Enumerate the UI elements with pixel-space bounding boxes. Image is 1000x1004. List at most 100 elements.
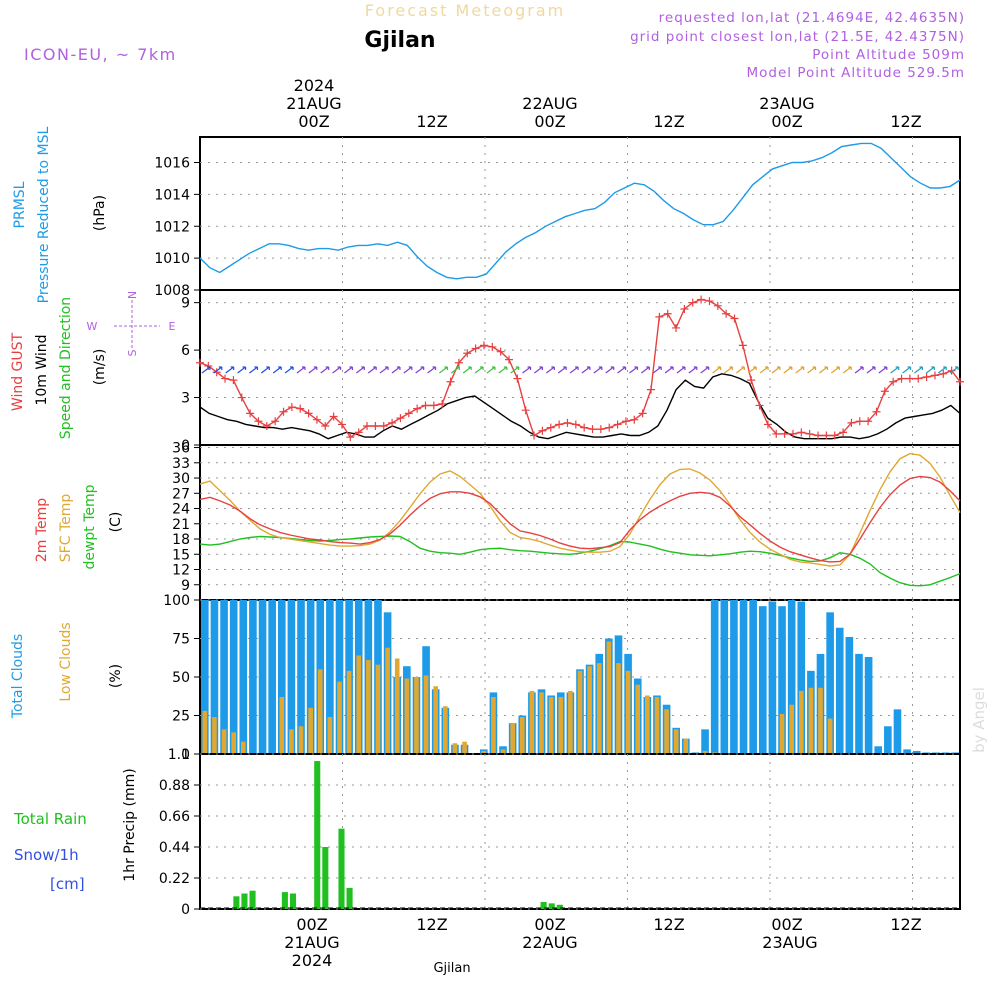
total-cloud-bar-70 [874,746,883,754]
tsfc-label: SFC Temp [58,494,74,563]
precip-tick-label-5: 1.1 [168,747,190,763]
total-cloud-bar-55 [730,600,738,754]
wind-arrow-30 [557,366,567,374]
wind-gust-line-marker-14 [312,415,321,424]
low-cloud-bar-14 [337,681,342,754]
point-altitude: Point Altitude 509m [812,47,965,63]
wind-arrow-60 [914,366,924,374]
wind-gust-line-marker-77 [839,428,848,437]
model-altitude: Model Point Altitude 529.5m [747,65,965,81]
wind-arrow-46 [747,366,757,374]
low-cloud-bar-50 [683,738,689,754]
wind-gust-line-marker-16 [329,412,338,421]
clouds-tick-label-1: 25 [172,709,190,725]
low-cloud-bar-21 [404,678,410,754]
t2m-line [199,475,961,563]
low-cloud-bar-61 [789,704,794,754]
precip-frame [199,753,961,910]
wind-arrow-26 [510,366,520,374]
wind-gust-line-marker-71 [788,429,797,438]
clouds-tick-label-0: 0 [181,747,190,763]
low-cloud-bar-44 [625,670,631,754]
precip-bar-15 [322,847,329,909]
wind-arrow-57 [878,366,888,374]
wind-gust-line-marker-12 [296,404,305,413]
clouds-tick-label-4: 100 [163,593,190,609]
wind-gust-line-marker-76 [830,431,839,440]
precip-unit: 1hr Precip (mm) [122,768,138,881]
wind-gust-line-marker-64 [730,314,739,323]
wind-gust-line-marker-10 [279,407,288,416]
temp-tick-label-9: 36 [172,441,190,457]
total-cloud-bar-72 [893,709,902,754]
wind-gust-line-marker-39 [521,406,530,415]
wind-gust-line-marker-37 [505,355,514,364]
wind-gust-line-marker-87 [922,372,931,381]
wind-gust-line-marker-44 [563,418,572,427]
wind-arrow-19 [427,366,437,374]
wind-arrow-37 [640,366,650,374]
wind-gust-line-marker-4 [229,376,238,385]
low-cloud-bar-65 [827,718,833,754]
low-cloud-bar-22 [414,677,419,754]
wind-arrow-4 [249,366,259,374]
pressure-line [199,142,961,280]
wind-arrow-24 [486,366,496,374]
total-cloud-bar-65 [826,612,834,754]
wind-arrow-33 [593,366,603,374]
wind-arrow-54 [842,366,852,374]
wind-arrow-53 [830,366,840,374]
wind-gust-line [199,298,961,439]
wind-arrow-10 [320,366,330,374]
plot-area: 1008101010121014101603699121518212427303… [154,136,964,918]
bottom-time-3: 00Z [534,915,565,934]
low-cloud-bar-8 [279,697,285,754]
wind-gust-line-marker-67 [755,401,764,410]
wind-gust-line-marker-88 [930,371,939,380]
wind-gust-line-marker-23 [388,418,397,427]
wind-gust-line-marker-36 [496,347,505,356]
total-cloud-bar-66 [835,627,844,754]
wind-gust-line-marker-0 [196,358,204,367]
wind-tick-label-0: 0 [181,438,190,454]
wind-arrow-43 [712,366,722,374]
precip-bar-4 [233,896,240,909]
low-cloud-bar-4 [240,741,246,754]
low-cloud-bar-34 [529,690,535,754]
wind-gust-line-marker-43 [555,420,564,429]
wind-gust-line-marker-49 [605,423,614,432]
wind-arrow-0 [201,366,211,374]
low-cloud-bar-11 [308,707,313,754]
wind-gust-line-marker-78 [847,418,856,427]
low-cloud-bar-3 [231,732,236,754]
compass-e: E [169,320,176,333]
wind-gust-line-marker-30 [446,377,455,386]
wind-gust-line-marker-58 [680,304,689,313]
low-clouds-label: Low Clouds [58,622,74,701]
precip-bar-14 [314,761,321,909]
wind-arrow-3 [237,366,247,374]
low-cloud-bar-46 [645,695,650,754]
pressure-frame [199,136,961,291]
low-cloud-bar-48 [664,709,669,754]
total-cloud-bar-5 [249,600,257,754]
top-day-3: 23AUG [759,94,814,113]
wind-arrow-15 [379,366,389,374]
wind-gust-line-marker-83 [889,377,898,386]
wind-arrow-36 [629,366,639,374]
wind-gust-line-marker-53 [638,409,647,418]
wind-gust-line-marker-26 [413,404,422,413]
wind-arrow-52 [819,366,829,374]
low-cloud-bar-13 [327,717,333,754]
bottom-time-2: 12Z [416,915,447,934]
total-cloud-bar-57 [749,600,757,754]
total-cloud-bar-4 [239,600,248,754]
wind-gust-line-marker-9 [271,417,280,426]
wind-gust-line-marker-55 [655,312,664,321]
wind-gust-line-marker-18 [346,433,355,442]
wind-gust-line-marker-65 [738,341,747,350]
wind-gust-line-marker-3 [221,374,230,383]
top-year: 2024 [294,76,335,95]
wind-gust-line-marker-32 [463,349,472,358]
t2m-label: 2m Temp [34,498,50,562]
